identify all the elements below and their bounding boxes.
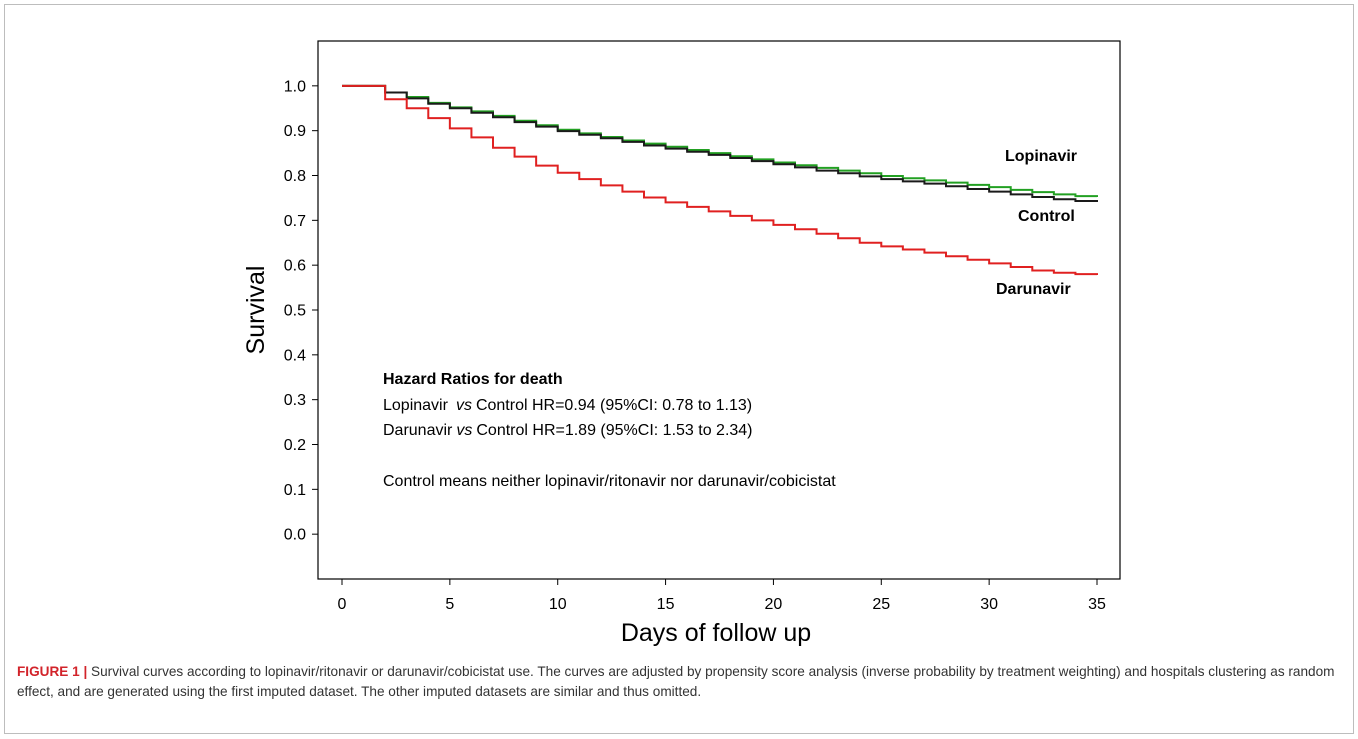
y-tick-label: 0.6	[284, 258, 306, 275]
series-line-control	[342, 84, 1098, 203]
y-tick-label: 0.8	[284, 168, 306, 185]
hazard-line-lopinavir: Lopinavir vs Control HR=0.94 (95%CI: 0.78 …	[383, 397, 752, 414]
series-label-darunavir: Darunavir	[996, 281, 1071, 298]
x-tick-label: 0	[338, 596, 347, 613]
x-tick-label: 35	[1088, 596, 1106, 613]
figure-frame	[4, 4, 1354, 734]
y-tick-label: 0.7	[284, 213, 306, 230]
x-tick-label: 10	[549, 596, 567, 613]
y-tick-label: 0.2	[284, 437, 306, 454]
hazard-line-darunavir: Darunavir vs Control HR=1.89 (95%CI: 1.53 …	[383, 422, 753, 439]
series-label-control: Control	[1018, 208, 1075, 225]
x-tick-label: 25	[872, 596, 890, 613]
x-tick-label: 15	[657, 596, 675, 613]
control-definition-note: Control means neither lopinavir/ritonavi…	[383, 473, 836, 490]
figure-caption: FIGURE 1 | Survival curves according to …	[17, 662, 1342, 702]
x-tick-label: 5	[445, 596, 454, 613]
x-axis-title: Days of follow up	[621, 619, 811, 647]
y-tick-label: 0.0	[284, 527, 306, 544]
x-tick-label: 30	[980, 596, 998, 613]
y-tick-label: 0.5	[284, 303, 306, 320]
hazard-heading: Hazard Ratios for death	[383, 371, 563, 388]
y-tick-label: 0.1	[284, 482, 306, 499]
y-axis: 0.0 0.1 0.2 0.3 0.4 0.5 0.6 0.7 0.8 0.9 1.0	[284, 78, 318, 544]
y-tick-label: 1.0	[284, 78, 306, 95]
series-line-darunavir	[342, 84, 1098, 276]
series-label-lopinavir: Lopinavir	[1005, 148, 1077, 165]
y-tick-label: 0.4	[284, 347, 306, 364]
series-lines	[342, 84, 1098, 276]
caption-text: Survival curves according to lopinavir/r…	[17, 664, 1335, 699]
series-line-lopinavir	[342, 84, 1098, 198]
y-tick-label: 0.3	[284, 392, 306, 409]
survival-chart: 0.0 0.1 0.2 0.3 0.4 0.5 0.6 0.7 0.8 0.9 1.0 0 5 10 15…	[242, 40, 1121, 647]
y-tick-label: 0.9	[284, 123, 306, 140]
x-axis: 0 5 10 15 20 25 30 35	[338, 579, 1106, 613]
plot-area	[317, 40, 1121, 580]
x-tick-label: 20	[765, 596, 783, 613]
y-axis-title: Survival	[242, 266, 270, 355]
figure-label: FIGURE 1 |	[17, 664, 88, 679]
